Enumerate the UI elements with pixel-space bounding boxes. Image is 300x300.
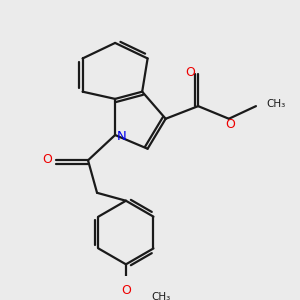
Text: N: N — [117, 130, 127, 143]
Text: O: O — [225, 118, 235, 131]
Text: O: O — [185, 66, 195, 80]
Text: CH₃: CH₃ — [266, 99, 285, 109]
Text: CH₃: CH₃ — [151, 292, 170, 300]
Text: O: O — [43, 153, 52, 166]
Text: O: O — [122, 284, 132, 297]
